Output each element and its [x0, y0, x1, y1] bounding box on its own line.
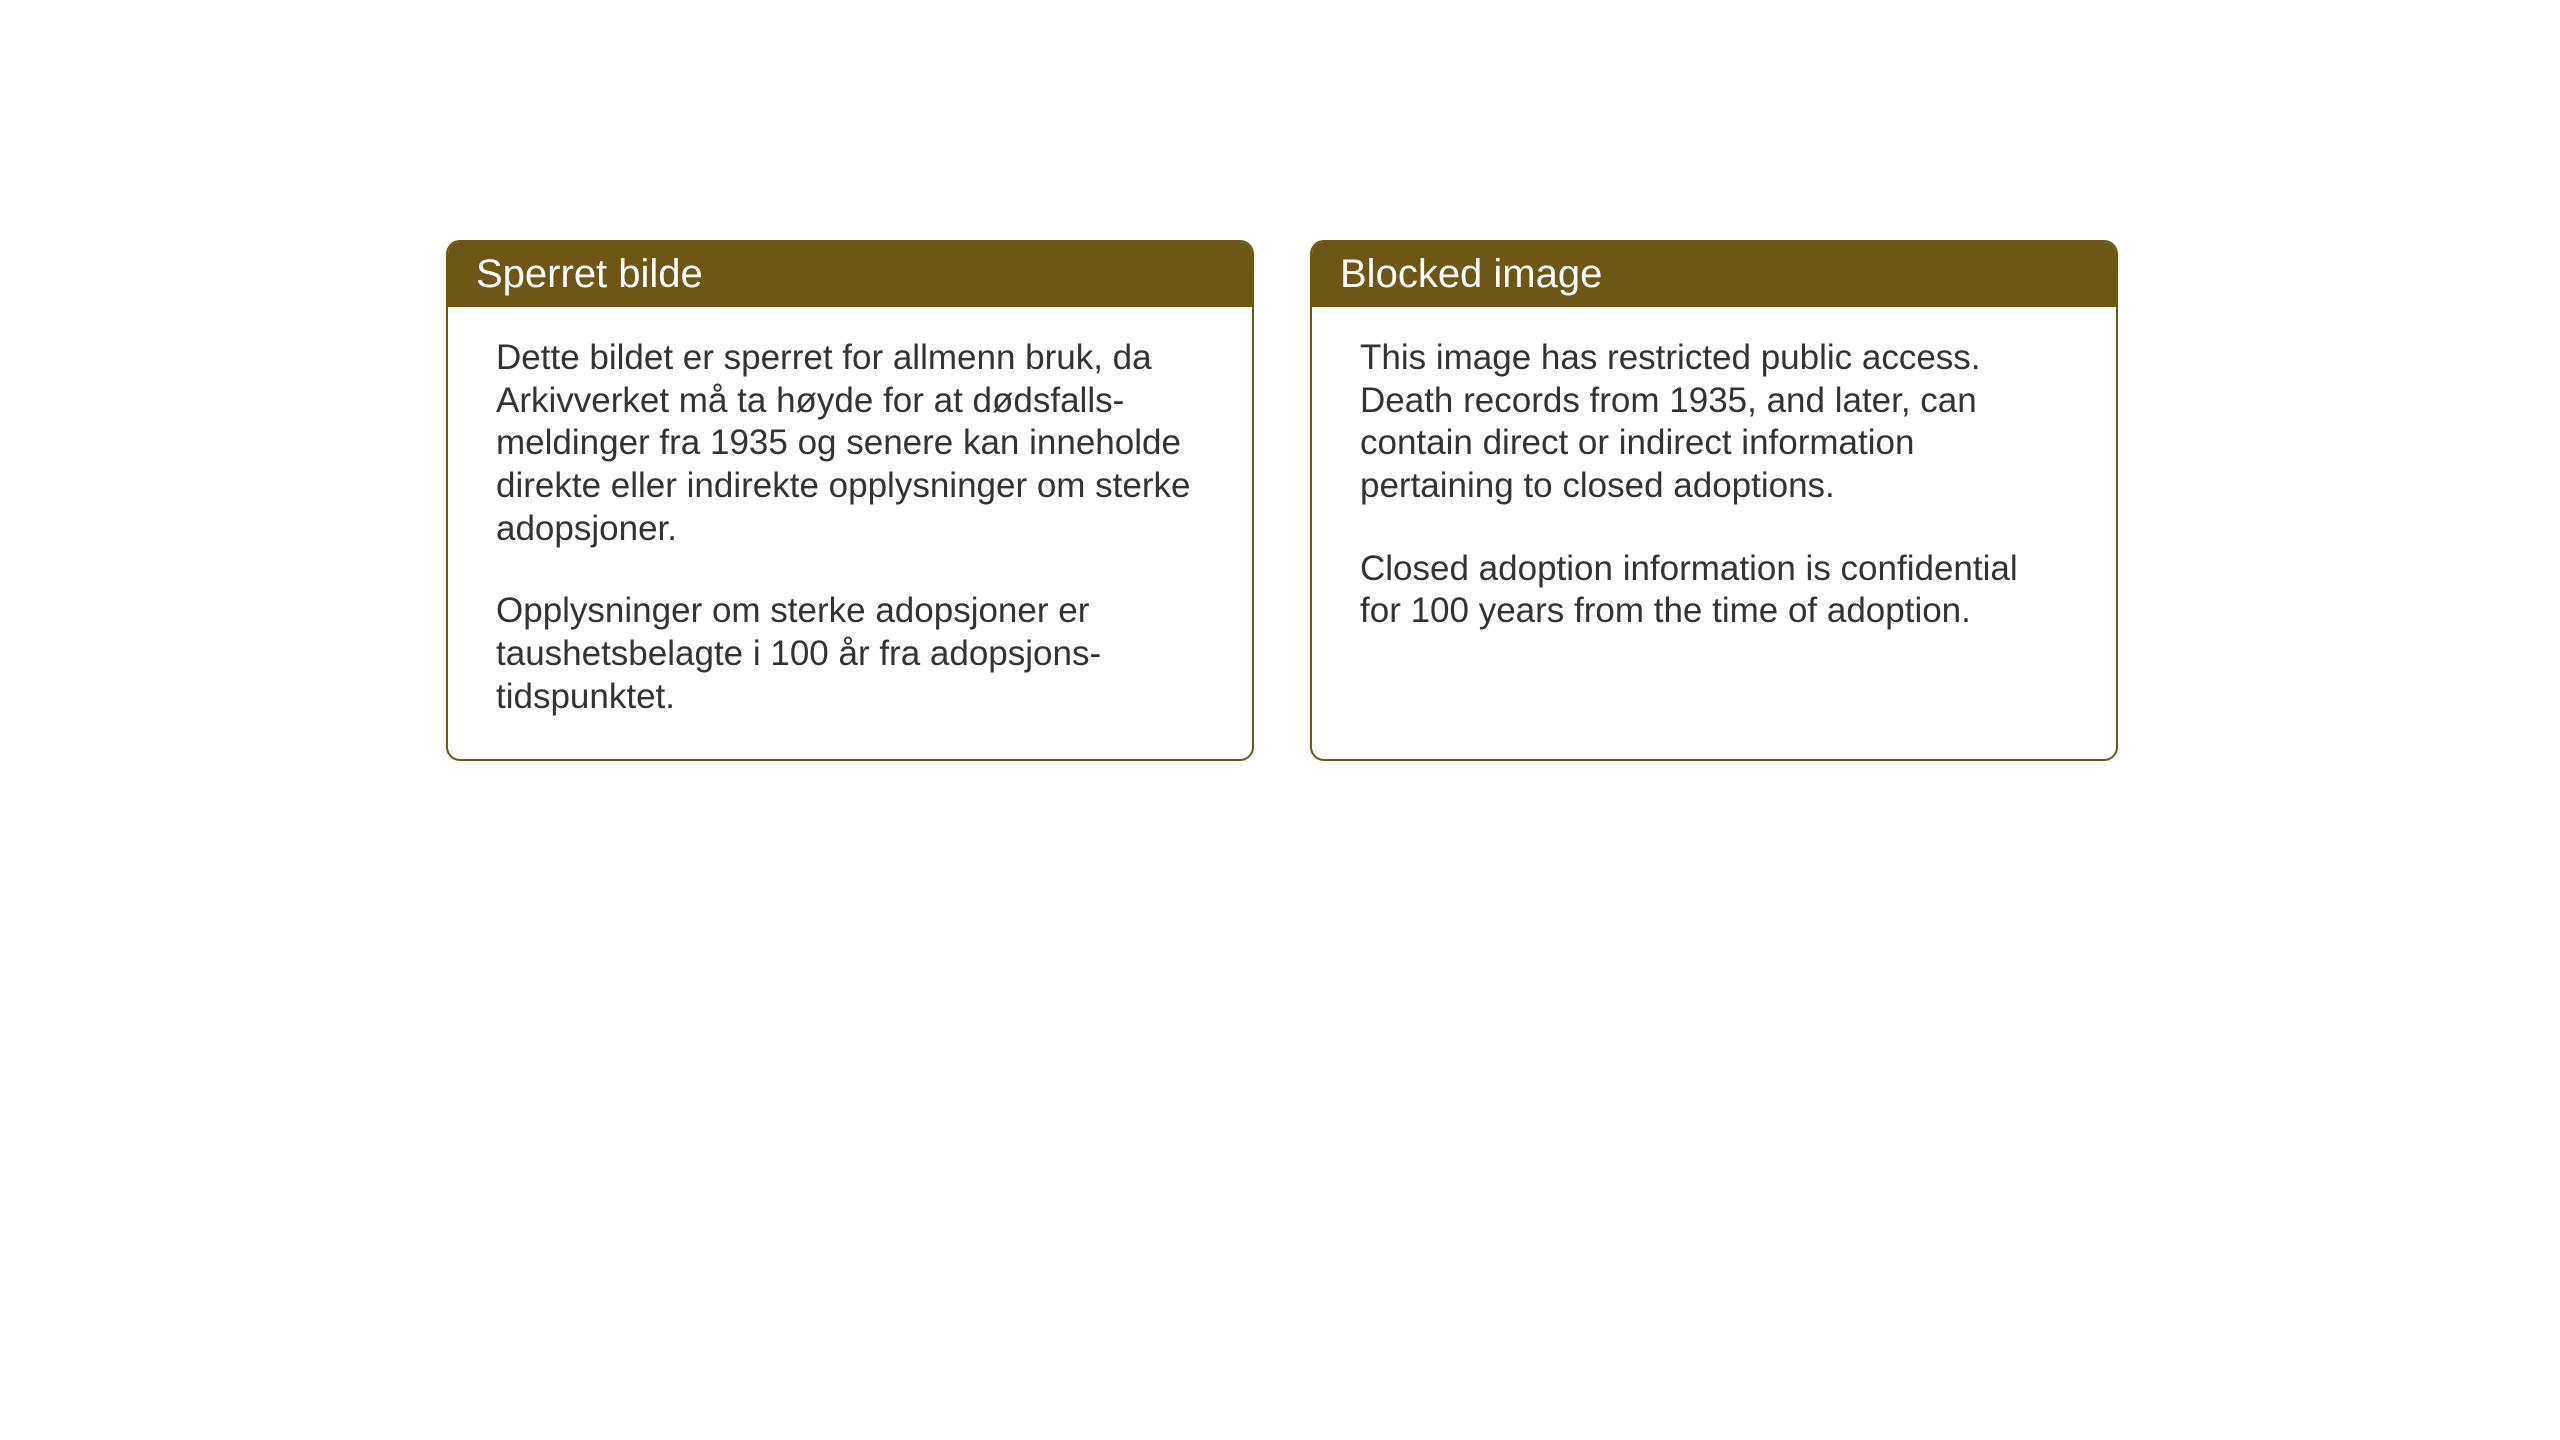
card-paragraph-2-english: Closed adoption information is confident… — [1360, 548, 2068, 633]
card-paragraph-1-norwegian: Dette bildet er sperret for allmenn bruk… — [496, 337, 1204, 550]
notice-card-norwegian: Sperret bilde Dette bildet er sperret fo… — [446, 240, 1254, 761]
card-title-english: Blocked image — [1340, 252, 1602, 296]
card-body-english: This image has restricted public access.… — [1312, 307, 2116, 757]
card-header-english: Blocked image — [1312, 242, 2116, 307]
card-header-norwegian: Sperret bilde — [448, 242, 1252, 307]
card-paragraph-2-norwegian: Opplysninger om sterke adopsjoner er tau… — [496, 590, 1204, 718]
card-title-norwegian: Sperret bilde — [476, 252, 703, 296]
card-body-norwegian: Dette bildet er sperret for allmenn bruk… — [448, 307, 1252, 759]
card-paragraph-1-english: This image has restricted public access.… — [1360, 337, 2068, 508]
notice-card-english: Blocked image This image has restricted … — [1310, 240, 2118, 761]
notice-container: Sperret bilde Dette bildet er sperret fo… — [446, 240, 2118, 761]
